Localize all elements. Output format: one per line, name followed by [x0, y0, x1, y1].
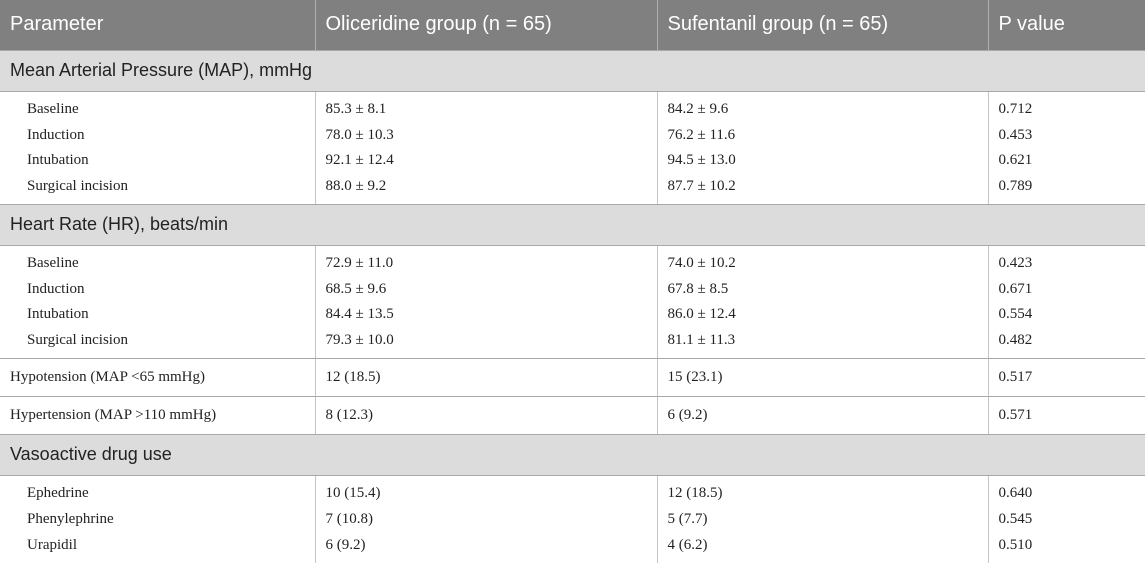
- oliceridine-value: 92.1 ± 12.4: [315, 147, 658, 173]
- oliceridine-value: 8 (12.3): [315, 395, 658, 435]
- header-row: Parameter Oliceridine group (n = 65) Suf…: [0, 0, 1145, 50]
- sufentanil-value: 12 (18.5): [657, 475, 989, 507]
- oliceridine-value: 7 (10.8): [315, 506, 658, 532]
- p-value: 0.510: [998, 536, 1033, 553]
- table-row: Baseline 72.9 ± 11.0 74.0 ± 10.2 0.423: [0, 245, 1145, 277]
- table-row: Phenylephrine 7 (10.8) 5 (7.7) 0.545: [0, 506, 1145, 532]
- p-value: 0.671: [998, 280, 1033, 297]
- table-row-hypertension: Hypertension (MAP >110 mmHg) 8 (12.3) 6 …: [0, 395, 1145, 435]
- section-heart-rate: Heart Rate (HR), beats/min: [0, 203, 1145, 246]
- table-row-hypotension: Hypotension (MAP <65 mmHg) 12 (18.5) 15 …: [0, 357, 1145, 397]
- oliceridine-value: 72.9 ± 11.0: [315, 245, 658, 277]
- p-value: 0.545: [998, 510, 1033, 527]
- sufentanil-value: 76.2 ± 11.6: [657, 122, 989, 148]
- table-row: Surgical incision 88.0 ± 9.2 87.7 ± 10.2…: [0, 172, 1145, 205]
- row-label: Ephedrine: [0, 475, 316, 507]
- sufentanil-value: 74.0 ± 10.2: [657, 245, 989, 277]
- table-row: Intubation 84.4 ± 13.5 86.0 ± 12.4 0.554: [0, 301, 1145, 327]
- header-parameter: Parameter: [0, 0, 316, 50]
- row-label: Hypotension (MAP <65 mmHg): [0, 357, 316, 397]
- oliceridine-value: 12 (18.5): [315, 357, 658, 397]
- row-label: Intubation: [0, 147, 316, 173]
- p-value: 0.423: [998, 254, 1033, 271]
- table-row: Induction 78.0 ± 10.3 76.2 ± 11.6 0.453: [0, 122, 1145, 148]
- row-label: Surgical incision: [0, 326, 316, 359]
- p-value: 0.482: [988, 326, 1145, 359]
- p-value: 0.571: [988, 395, 1145, 435]
- row-label: Intubation: [0, 301, 316, 327]
- table-row: Surgical incision 79.3 ± 10.0 81.1 ± 11.…: [0, 326, 1145, 359]
- p-value: 0.554: [998, 305, 1033, 322]
- sufentanil-value: 94.5 ± 13.0: [657, 147, 989, 173]
- row-label: Baseline: [0, 245, 316, 277]
- oliceridine-value: 68.5 ± 9.6: [315, 276, 658, 302]
- sufentanil-value: 4 (6.2): [657, 531, 989, 563]
- oliceridine-value: 84.4 ± 13.5: [315, 301, 658, 327]
- table-row: Intubation 92.1 ± 12.4 94.5 ± 13.0 0.621: [0, 147, 1145, 173]
- table-row: Baseline 85.3 ± 8.1 84.2 ± 9.6 0.712: [0, 91, 1145, 123]
- row-label: Baseline: [0, 91, 316, 123]
- p-value: 0.640: [998, 484, 1033, 501]
- section-title: Mean Arterial Pressure (MAP), mmHg: [0, 49, 1145, 92]
- row-label: Urapidil: [0, 531, 316, 563]
- sufentanil-value: 5 (7.7): [657, 506, 989, 532]
- row-label: Surgical incision: [0, 172, 316, 205]
- sufentanil-value: 6 (9.2): [657, 395, 989, 435]
- section-title: Heart Rate (HR), beats/min: [0, 203, 1145, 246]
- table-row: Urapidil 6 (9.2) 4 (6.2) 0.510: [0, 531, 1145, 563]
- p-value: 0.789: [988, 172, 1145, 205]
- sufentanil-value: 67.8 ± 8.5: [657, 276, 989, 302]
- oliceridine-value: 85.3 ± 8.1: [315, 91, 658, 123]
- oliceridine-value: 88.0 ± 9.2: [315, 172, 658, 205]
- section-title: Vasoactive drug use: [0, 433, 1145, 476]
- oliceridine-value: 6 (9.2): [315, 531, 658, 563]
- section-map: Mean Arterial Pressure (MAP), mmHg: [0, 49, 1145, 92]
- header-p-value: P value: [988, 0, 1145, 50]
- oliceridine-value: 10 (15.4): [315, 475, 658, 507]
- sufentanil-value: 15 (23.1): [657, 357, 989, 397]
- sufentanil-value: 86.0 ± 12.4: [657, 301, 989, 327]
- sufentanil-value: 84.2 ± 9.6: [657, 91, 989, 123]
- header-sufentanil: Sufentanil group (n = 65): [657, 0, 989, 50]
- p-value: 0.621: [998, 151, 1033, 168]
- p-value: 0.517: [988, 357, 1145, 397]
- oliceridine-value: 79.3 ± 10.0: [315, 326, 658, 359]
- header-oliceridine: Oliceridine group (n = 65): [315, 0, 658, 50]
- section-vasoactive: Vasoactive drug use: [0, 433, 1145, 476]
- row-label: Phenylephrine: [0, 506, 316, 532]
- oliceridine-value: 78.0 ± 10.3: [315, 122, 658, 148]
- p-value: 0.453: [998, 126, 1033, 143]
- p-value: 0.712: [998, 100, 1033, 117]
- table-row: Induction 68.5 ± 9.6 67.8 ± 8.5 0.671: [0, 276, 1145, 302]
- sufentanil-value: 87.7 ± 10.2: [657, 172, 989, 205]
- row-label: Hypertension (MAP >110 mmHg): [0, 395, 316, 435]
- table-row: Ephedrine 10 (15.4) 12 (18.5) 0.640: [0, 475, 1145, 507]
- sufentanil-value: 81.1 ± 11.3: [657, 326, 989, 359]
- row-label: Induction: [0, 276, 316, 302]
- row-label: Induction: [0, 122, 316, 148]
